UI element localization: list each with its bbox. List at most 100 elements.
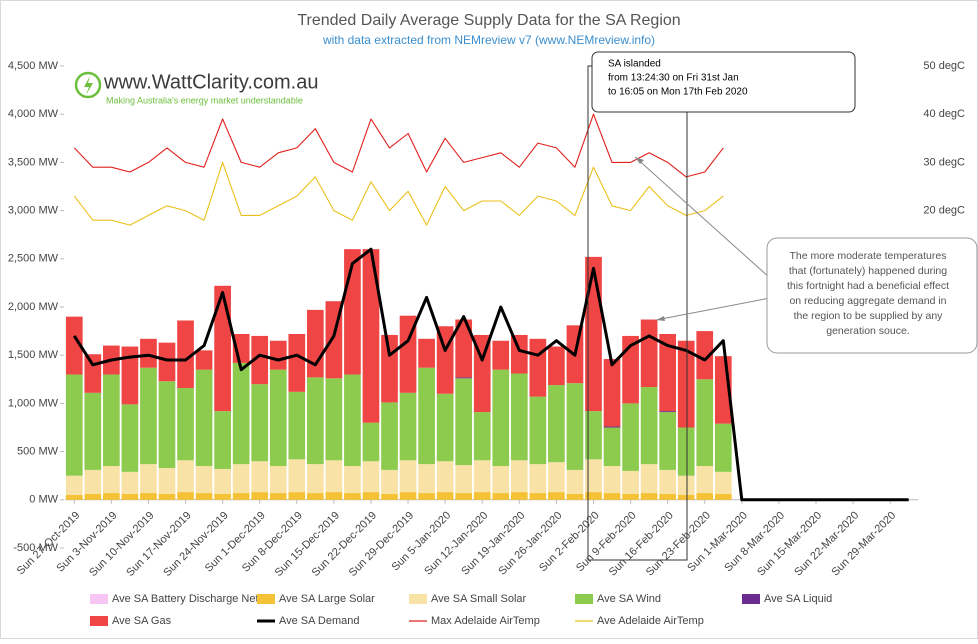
bar-segment [399, 315, 417, 393]
bar-segment [158, 342, 176, 382]
bar-segment [362, 461, 380, 493]
bar-segment [158, 467, 176, 495]
bar-segment [103, 466, 120, 494]
legend-label: Max Adelaide AirTemp [431, 615, 540, 627]
bar-segment [399, 492, 417, 500]
bar-segment [603, 466, 621, 494]
bar-segment [659, 494, 677, 500]
bar-segment [714, 471, 732, 495]
annotation-box [591, 51, 856, 113]
bar-segment [251, 335, 269, 385]
bar-segment [325, 378, 343, 461]
bar-segment [492, 466, 510, 494]
bar-segment [121, 494, 139, 500]
bar-segment [381, 469, 398, 495]
bar-segment [121, 404, 139, 472]
bar-segment [659, 469, 677, 495]
bar-segment [510, 460, 528, 493]
bar-segment [121, 346, 139, 405]
bar-segment [510, 492, 528, 500]
bar-segment [622, 494, 639, 500]
y-tick-label: 1,000 MW [8, 397, 59, 409]
y-tick-label: 1,500 MW [8, 349, 59, 361]
bar-segment [381, 334, 398, 403]
bar-segment [306, 464, 324, 494]
bar-segment [177, 492, 194, 500]
legend-swatch [257, 594, 275, 604]
bar-segment [566, 383, 584, 470]
bar-segment [251, 461, 269, 493]
bar-segment [306, 377, 324, 465]
bar-segment [418, 464, 435, 494]
bar-segment [603, 493, 621, 500]
annotation-text: the region to be supplied by any [794, 310, 944, 322]
bar-segment [677, 475, 695, 495]
bar-segment [585, 459, 602, 493]
bar-segment [84, 469, 102, 495]
annotation: SA islanded from 13:24:30 on Fri 31st Jan… [608, 59, 748, 98]
logo-icon [74, 71, 102, 99]
bar-segment [269, 493, 287, 500]
bar-segment [177, 387, 194, 461]
bar-segment [548, 385, 565, 463]
logo: www.WattClarity.com.au Making Australia'… [74, 71, 318, 105]
bar-segment [622, 335, 639, 404]
legend-label: Ave SA Liquid [764, 593, 832, 605]
bar-segment [344, 493, 361, 500]
bar-segment [529, 396, 547, 465]
bar-segment [548, 346, 565, 386]
bar-segment [362, 492, 380, 500]
bar-segment [65, 475, 83, 495]
arrow [655, 297, 771, 321]
bar-segment [65, 494, 83, 500]
bar-segment [214, 468, 231, 495]
bar-segment [622, 403, 639, 471]
bar-segment [640, 493, 658, 500]
legend-label: Ave SA Small Solar [431, 593, 527, 605]
annotation: The more moderate temperatures that (fort… [787, 250, 949, 337]
bar-segment [362, 249, 380, 423]
bar-segment [140, 338, 157, 368]
bar-segment [344, 374, 361, 467]
bar-segment [566, 469, 584, 495]
bar-segment [195, 493, 213, 500]
bar-segment [659, 333, 677, 412]
bar-segment [529, 493, 547, 500]
logo-tagline: Making Australia's energy market underst… [106, 95, 303, 105]
bar-segment [214, 411, 231, 469]
y-tick-label: 3,000 MW [8, 205, 59, 217]
annotation-box [766, 237, 978, 354]
annotation-text: on reducing aggregate demand in [789, 295, 946, 307]
bar-segment [381, 402, 398, 470]
bar-segment [529, 338, 547, 397]
bar-segment [158, 381, 176, 468]
y2-tick-label: 40 degC [923, 108, 965, 120]
bar-segment [158, 494, 176, 500]
bar-segment [399, 392, 417, 461]
bar-segment [214, 285, 231, 412]
bar-segment [214, 494, 231, 500]
bar-segment [473, 492, 491, 500]
y-tick-label: 500 MW [17, 446, 59, 458]
bar-segment [418, 338, 435, 368]
bar-segment [84, 392, 102, 470]
bar-segment [640, 319, 658, 388]
bar-segment [566, 494, 584, 500]
bar-segment [140, 464, 157, 494]
legend-swatch [90, 594, 108, 604]
bar-segment [455, 465, 473, 494]
bar-segment [659, 412, 677, 470]
bar-segment [510, 373, 528, 461]
bar-segment [492, 340, 510, 370]
bar-segment [473, 460, 491, 493]
chart-title: Trended Daily Average Supply Data for th… [297, 12, 680, 29]
bar-segment [473, 412, 491, 461]
bar-segment [65, 374, 83, 476]
bar-segment [177, 460, 194, 493]
bar-segment [140, 367, 157, 465]
bar-segment [269, 369, 287, 467]
bar-segment [362, 422, 380, 462]
bar-segment [418, 367, 435, 465]
bar-segment [714, 423, 732, 472]
bar-segment [288, 492, 306, 500]
